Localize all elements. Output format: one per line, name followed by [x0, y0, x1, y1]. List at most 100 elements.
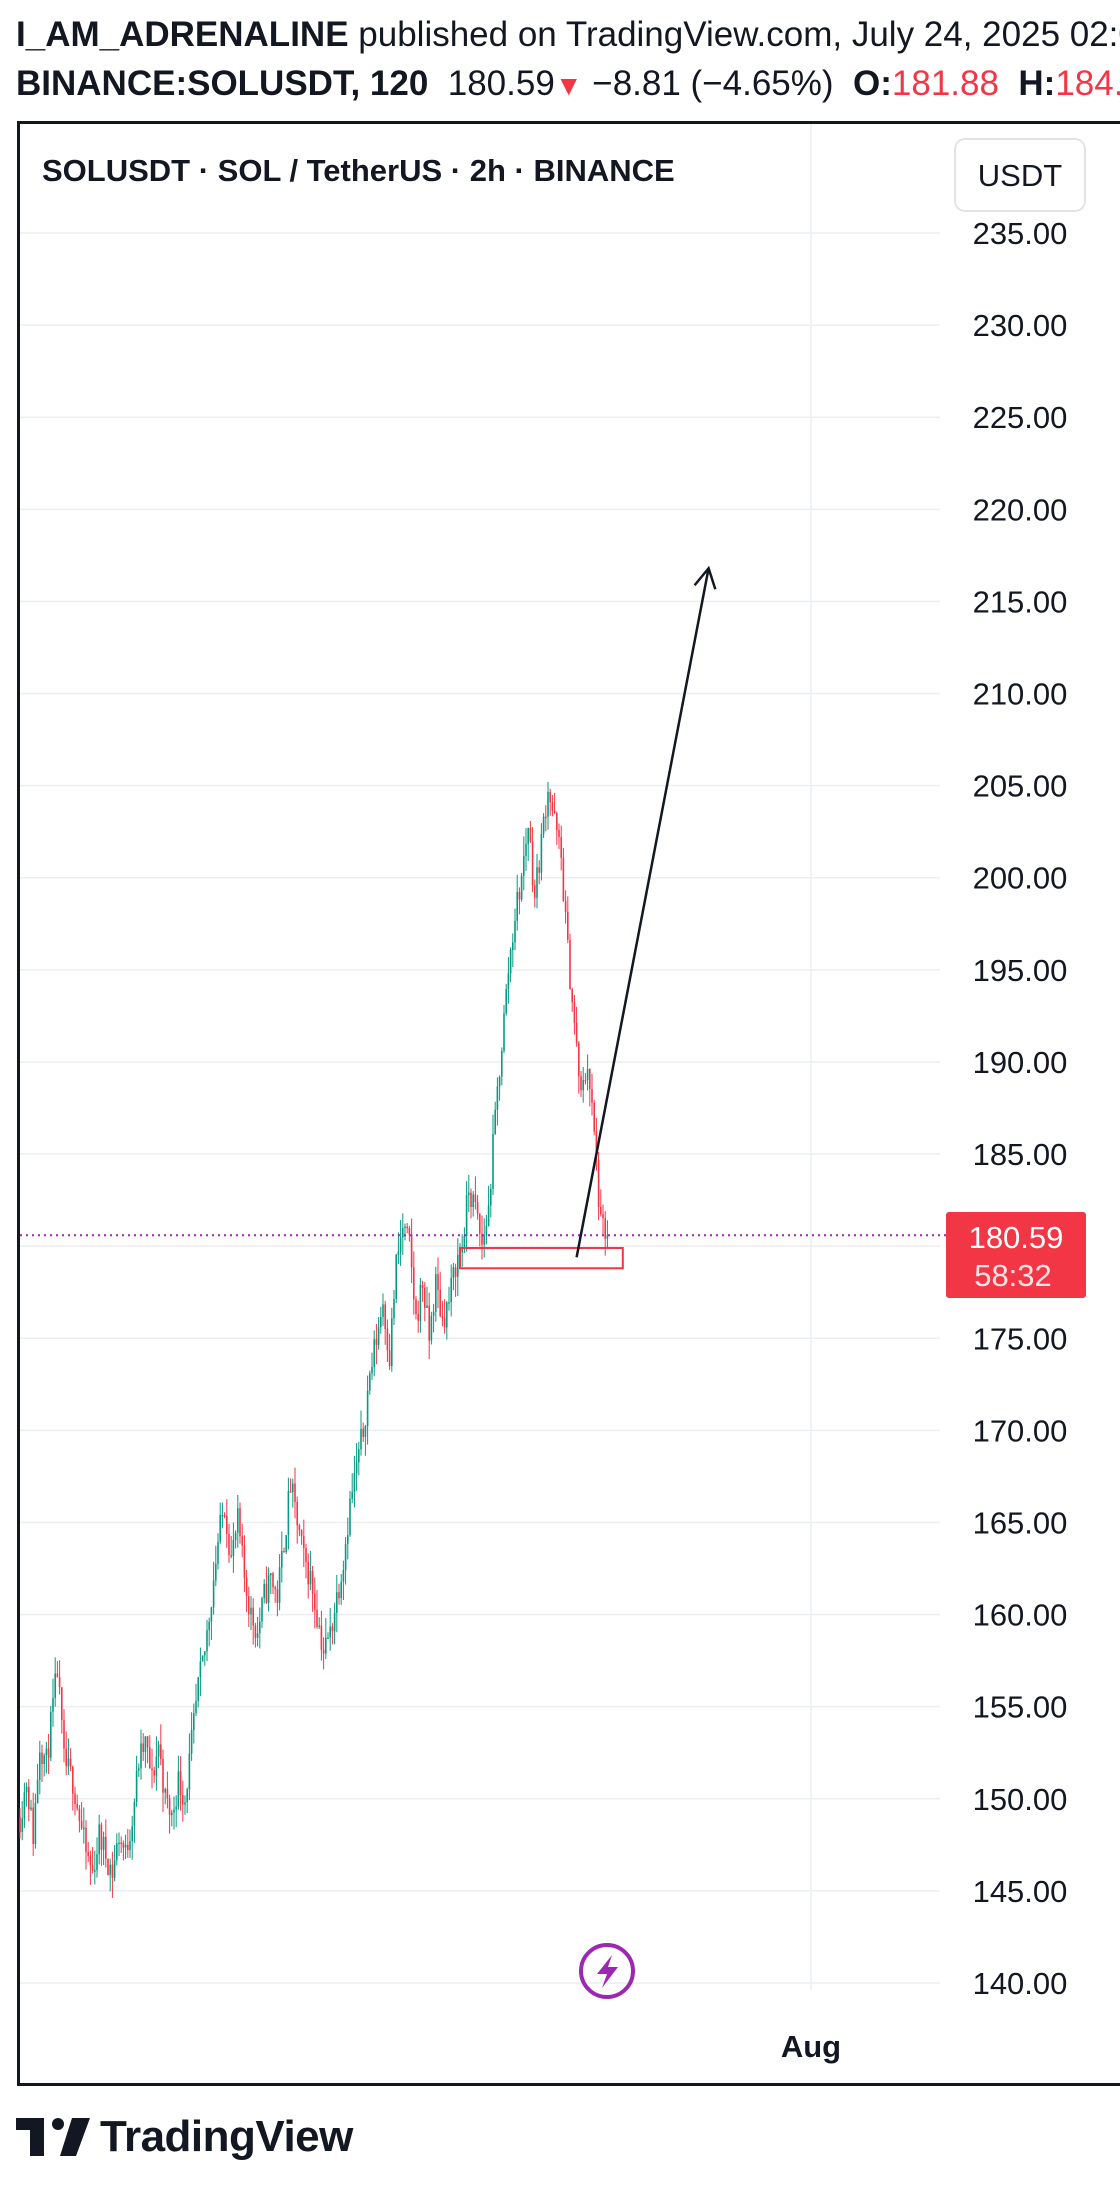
candle [47, 1733, 50, 1775]
candle [318, 1617, 320, 1629]
candle [289, 1478, 292, 1493]
candle [349, 1490, 351, 1537]
candle [417, 1300, 419, 1333]
candle [83, 1807, 85, 1844]
tradingview-logo-icon [16, 2118, 90, 2156]
candle [463, 1227, 466, 1254]
candle [144, 1736, 147, 1768]
candle [428, 1292, 430, 1360]
candle [472, 1191, 474, 1217]
candle [336, 1574, 338, 1633]
candle [512, 933, 514, 968]
candle [113, 1845, 116, 1882]
candle [85, 1820, 87, 1870]
candle [527, 827, 529, 862]
candle [303, 1519, 305, 1568]
candle [454, 1263, 457, 1297]
candle [166, 1771, 169, 1809]
author-name[interactable]: I_AM_ADRENALINE [16, 15, 349, 54]
candle [188, 1733, 191, 1801]
candle [549, 788, 551, 816]
candle [102, 1831, 105, 1866]
candle [96, 1837, 98, 1878]
price-tick-label: 230.00 [973, 308, 1068, 343]
candle [67, 1738, 70, 1775]
candle [355, 1443, 358, 1491]
candle [509, 947, 512, 983]
candle [377, 1317, 380, 1350]
candle [371, 1352, 373, 1380]
candle [133, 1798, 136, 1844]
price-tick-label: 225.00 [973, 400, 1068, 435]
candle [61, 1687, 63, 1734]
candles [19, 781, 609, 1898]
candle [602, 1204, 604, 1236]
candle [520, 872, 523, 902]
candle [391, 1307, 393, 1372]
price-tick-label: 190.00 [973, 1045, 1068, 1080]
candle [501, 1047, 503, 1086]
candle [470, 1188, 472, 1219]
candle [507, 957, 510, 1004]
price-tick-label: 140.00 [973, 1966, 1068, 2001]
candle [208, 1617, 210, 1647]
candle [179, 1756, 182, 1811]
support-zone-box[interactable] [459, 1247, 624, 1270]
candle [201, 1655, 204, 1662]
candle [177, 1755, 180, 1810]
candle [285, 1534, 287, 1554]
candle [124, 1834, 127, 1859]
candle [384, 1300, 386, 1345]
replay-icon[interactable] [579, 1943, 635, 1999]
candle [505, 983, 507, 1016]
candle [553, 792, 556, 815]
candle [111, 1851, 114, 1898]
candle [56, 1661, 59, 1678]
candle [98, 1814, 100, 1865]
candle [116, 1833, 118, 1866]
candle [241, 1523, 243, 1558]
candle [19, 1808, 21, 1839]
candle [195, 1683, 197, 1717]
candle [573, 994, 576, 1035]
candle [151, 1748, 153, 1789]
candle [122, 1840, 125, 1861]
header-line-2: BINANCE:SOLUSDT, 120 180.59▼ −8.81 (−4.6… [16, 59, 1120, 110]
candle [69, 1748, 72, 1772]
candle [448, 1286, 450, 1311]
candle [399, 1219, 402, 1266]
candle [490, 1183, 492, 1218]
price-badge-value: 180.59 [969, 1220, 1064, 1255]
candle [536, 853, 538, 909]
target-arrow-line[interactable] [575, 568, 710, 1258]
candle [331, 1623, 334, 1645]
candle [292, 1478, 294, 1508]
candle [375, 1323, 378, 1365]
currency-button[interactable] [954, 138, 1086, 212]
currency-label: USDT [978, 158, 1062, 193]
candle [149, 1735, 151, 1769]
candle [274, 1585, 276, 1603]
candle [80, 1802, 83, 1830]
candle [380, 1306, 382, 1334]
candle [190, 1712, 193, 1761]
chart-frame [17, 121, 1120, 2086]
candle [340, 1573, 342, 1605]
price-change: −8.81 (−4.65%) [592, 64, 834, 103]
candle [197, 1676, 199, 1708]
candle [415, 1296, 417, 1320]
candle [492, 1114, 494, 1196]
open-label: O: [853, 64, 892, 103]
candle [432, 1303, 435, 1333]
candle [591, 1073, 593, 1116]
candle [182, 1780, 184, 1822]
candle [243, 1535, 246, 1592]
candle [362, 1422, 364, 1442]
candle [140, 1729, 142, 1780]
candle [307, 1553, 309, 1599]
price-axis[interactable]: 235.00 230.00 225.00 220.00 215.00 210.00 205.… [973, 216, 1068, 2001]
symbol-interval: BINANCE:SOLUSDT, 120 [16, 64, 429, 103]
candle [34, 1793, 37, 1849]
candle [204, 1651, 206, 1666]
